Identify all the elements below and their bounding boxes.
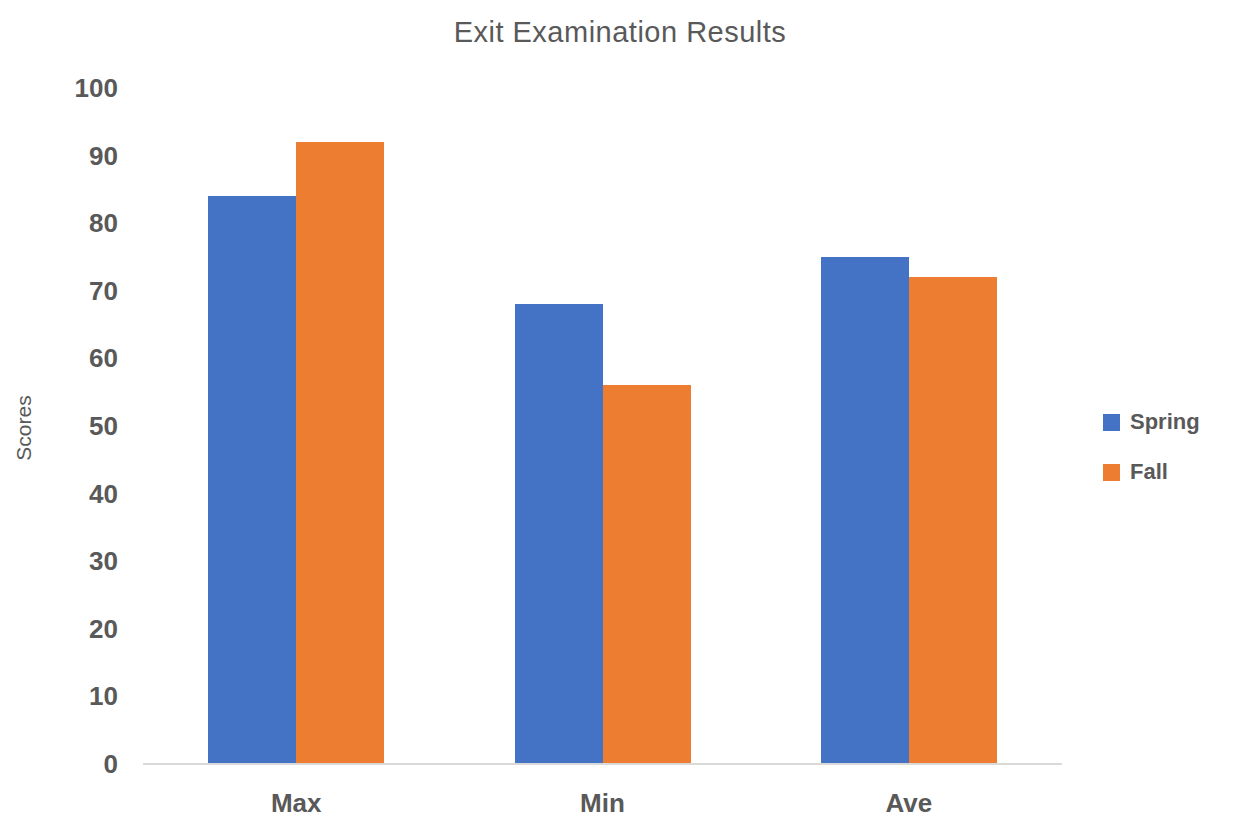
chart-title: Exit Examination Results <box>0 16 1240 49</box>
y-tick-label: 60 <box>30 343 118 373</box>
bar-fall-min <box>603 385 691 764</box>
legend-item-fall: Fall <box>1103 458 1200 486</box>
bar-spring-max <box>208 196 296 764</box>
bar-spring-ave <box>821 257 909 764</box>
y-tick-label: 10 <box>30 681 118 711</box>
legend-swatch-spring-icon <box>1103 414 1120 431</box>
y-tick-label: 90 <box>30 141 118 171</box>
bar-fall-max <box>296 142 384 764</box>
category-label-max: Max <box>143 788 449 819</box>
legend-swatch-fall-icon <box>1103 464 1120 481</box>
y-tick-label: 30 <box>30 546 118 576</box>
y-tick-label: 80 <box>30 208 118 238</box>
y-tick-label: 50 <box>30 411 118 441</box>
y-tick-label: 40 <box>30 479 118 509</box>
legend: Spring Fall <box>1103 408 1200 508</box>
x-axis-line <box>143 763 1062 765</box>
legend-label-fall: Fall <box>1130 459 1168 485</box>
y-tick-label: 70 <box>30 276 118 306</box>
y-tick-label: 0 <box>30 749 118 779</box>
bar-spring-min <box>515 304 603 764</box>
legend-item-spring: Spring <box>1103 408 1200 436</box>
y-tick-label: 20 <box>30 614 118 644</box>
chart-canvas: Exit Examination Results Scores 01020304… <box>0 0 1240 830</box>
y-tick-label: 100 <box>30 73 118 103</box>
category-label-min: Min <box>449 788 755 819</box>
bar-fall-ave <box>909 277 997 764</box>
category-label-ave: Ave <box>756 788 1062 819</box>
legend-label-spring: Spring <box>1130 409 1200 435</box>
